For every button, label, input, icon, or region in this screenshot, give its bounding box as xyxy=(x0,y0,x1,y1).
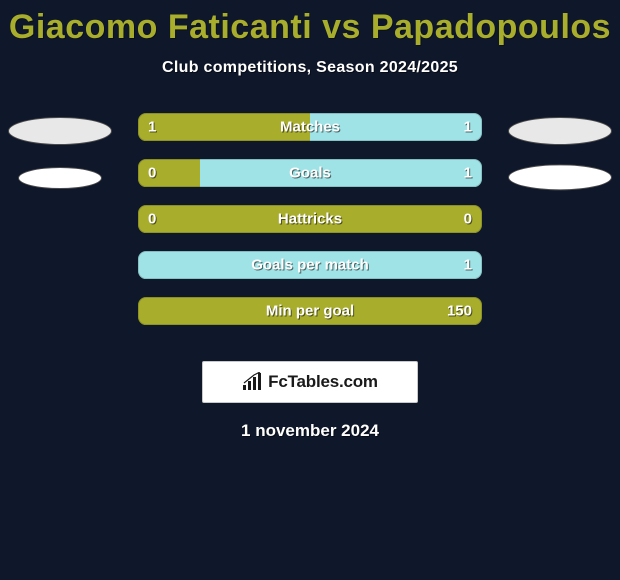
player-left-ellipse xyxy=(8,117,112,145)
metric-label: Min per goal xyxy=(266,303,354,320)
metric-bar: 1 1 Matches xyxy=(138,113,482,141)
metric-label: Goals per match xyxy=(251,257,369,274)
value-right: 1 xyxy=(464,119,472,136)
metric-bar: 150 Min per goal xyxy=(138,297,482,325)
metric-row: 0 1 Goals xyxy=(0,159,620,205)
metric-bar: 1 Goals per match xyxy=(138,251,482,279)
chart-container: Giacomo Faticanti vs Papadopoulos Club c… xyxy=(0,0,620,580)
metric-bar: 0 1 Goals xyxy=(138,159,482,187)
metric-bar: 0 0 Hattricks xyxy=(138,205,482,233)
value-left: 0 xyxy=(148,211,156,228)
value-right: 0 xyxy=(464,211,472,228)
metric-rows: 1 1 Matches 0 1 Goals 0 0 Hattricks 1 Goals per ma… xyxy=(0,113,620,343)
logo-text: FcTables.com xyxy=(268,372,378,392)
metric-row: 1 1 Matches xyxy=(0,113,620,159)
logo-box: FcTables.com xyxy=(202,361,418,403)
page-title: Giacomo Faticanti vs Papadopoulos xyxy=(0,0,620,47)
metric-row: 150 Min per goal xyxy=(0,297,620,343)
metric-label: Matches xyxy=(280,119,340,136)
player-left-ellipse xyxy=(18,167,102,189)
subtitle: Club competitions, Season 2024/2025 xyxy=(0,59,620,77)
date-text: 1 november 2024 xyxy=(0,421,620,441)
chart-icon xyxy=(242,372,262,392)
value-right: 1 xyxy=(464,257,472,274)
value-right: 150 xyxy=(447,303,472,320)
metric-label: Hattricks xyxy=(278,211,342,228)
player-right-ellipse xyxy=(508,164,612,190)
value-left: 1 xyxy=(148,119,156,136)
value-right: 1 xyxy=(464,165,472,182)
metric-row: 0 0 Hattricks xyxy=(0,205,620,251)
player-right-ellipse xyxy=(508,117,612,145)
metric-row: 1 Goals per match xyxy=(0,251,620,297)
value-left: 0 xyxy=(148,165,156,182)
bar-fill-right xyxy=(200,159,482,187)
metric-label: Goals xyxy=(289,165,331,182)
